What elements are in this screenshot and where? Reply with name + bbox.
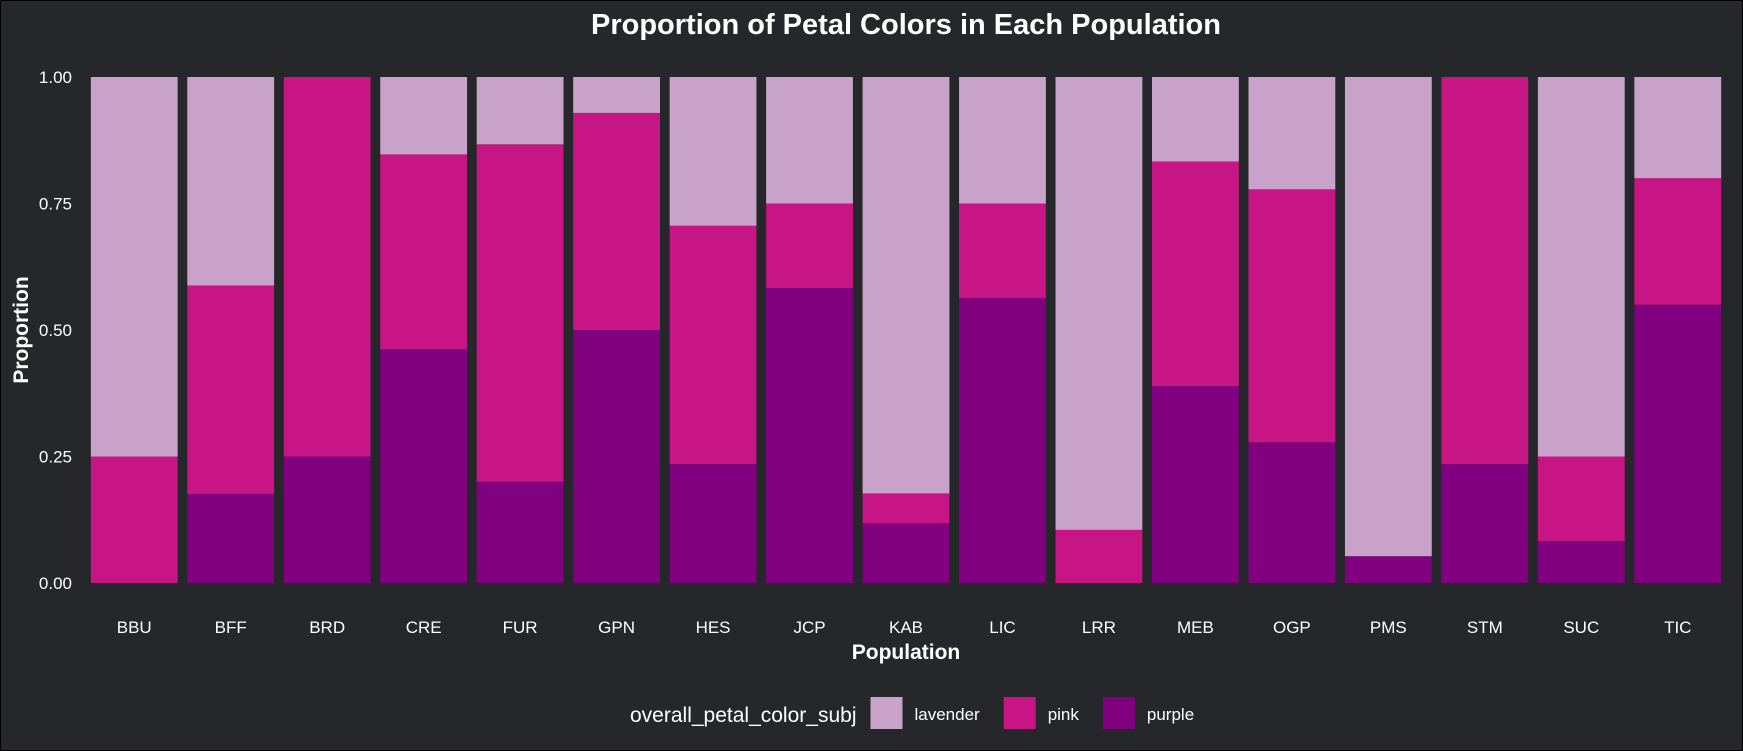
y-axis-title: Proportion <box>10 276 33 383</box>
bar-segment-jcp-purple <box>766 288 853 583</box>
legend-label-lavender: lavender <box>914 705 980 724</box>
bar-segment-cre-purple <box>380 349 468 583</box>
bar-segment-tic-lavender <box>1634 77 1722 179</box>
bar-segment-pms-purple <box>1344 556 1432 583</box>
bar-segment-stm-purple <box>1441 464 1529 583</box>
bar-segment-lic-lavender <box>959 77 1046 204</box>
bar-segment-ogp-lavender <box>1248 77 1336 190</box>
legend-title: overall_petal_color_subj <box>630 704 856 727</box>
bar-segment-ogp-pink <box>1248 189 1336 443</box>
x-tick-label: MEB <box>1177 618 1214 637</box>
bar-segment-stm-pink <box>1441 77 1529 465</box>
bar-segment-bff-purple <box>187 493 275 583</box>
bar-segment-cre-lavender <box>380 77 468 155</box>
x-axis-title: Population <box>852 641 961 664</box>
x-tick-label: TIC <box>1664 618 1691 637</box>
x-tick-label: LRR <box>1082 618 1116 637</box>
y-tick-label: 0.25 <box>39 448 72 467</box>
legend-swatch-pink <box>1003 697 1036 729</box>
bar-segment-brd-pink <box>283 77 371 457</box>
bar-segment-kab-purple <box>862 523 950 583</box>
x-tick-label: HES <box>696 618 731 637</box>
bar-segment-fur-pink <box>476 144 564 482</box>
bar-segment-suc-purple <box>1537 541 1625 583</box>
x-tick-label: OGP <box>1273 618 1311 637</box>
legend-label-pink: pink <box>1048 705 1080 724</box>
bar-segment-meb-lavender <box>1152 77 1239 162</box>
legend-swatch-purple <box>1102 697 1135 729</box>
x-tick-label: BFF <box>215 618 247 637</box>
x-tick-label: STM <box>1467 618 1503 637</box>
bar-segment-gpn-purple <box>573 330 660 583</box>
legend: overall_petal_color_subj lavender pink pur… <box>630 697 1194 729</box>
y-tick-label: 0.75 <box>39 195 72 214</box>
bar-segment-lrr-pink <box>1055 529 1143 583</box>
x-axis: BBU BFF BRD CRE FUR GPN HES JCP KAB LIC LRR MEB OGP P… <box>117 618 1692 637</box>
bar-segment-pms-lavender <box>1344 77 1432 557</box>
x-tick-label: JCP <box>793 618 825 637</box>
bar-segment-ogp-purple <box>1248 442 1336 583</box>
legend-label-purple: purple <box>1147 705 1194 724</box>
bar-segment-meb-pink <box>1152 161 1239 387</box>
bar-segment-meb-purple <box>1152 386 1239 583</box>
x-tick-label: PMS <box>1370 618 1407 637</box>
x-tick-label: KAB <box>889 618 923 637</box>
bar-segment-gpn-lavender <box>573 77 660 113</box>
bar-segment-fur-purple <box>476 481 564 583</box>
chart-title: Proportion of Petal Colors in Each Popul… <box>591 9 1221 41</box>
bar-segment-jcp-pink <box>766 203 853 289</box>
x-tick-label: LIC <box>989 618 1015 637</box>
bar-segment-hes-lavender <box>669 77 757 226</box>
bar-segment-bff-pink <box>187 285 275 494</box>
bar-segment-jcp-lavender <box>766 77 853 204</box>
bars-group <box>90 77 1722 583</box>
y-axis: 0.00 0.25 0.50 0.75 1.00 <box>39 68 72 593</box>
bar-segment-lic-pink <box>959 203 1046 299</box>
bar-segment-lrr-lavender <box>1055 77 1143 530</box>
bar-segment-bbu-lavender <box>90 77 178 457</box>
bar-segment-suc-pink <box>1537 456 1625 542</box>
bar-segment-kab-pink <box>862 493 950 524</box>
y-tick-label: 0.00 <box>39 574 72 593</box>
bar-segment-bbu-pink <box>90 456 178 583</box>
bar-segment-lic-purple <box>959 298 1046 583</box>
bar-segment-hes-pink <box>669 225 757 465</box>
bar-segment-brd-purple <box>283 456 371 583</box>
bar-segment-bff-lavender <box>187 77 275 286</box>
x-tick-label: GPN <box>598 618 635 637</box>
y-tick-label: 0.50 <box>39 321 72 340</box>
x-tick-label: SUC <box>1563 618 1599 637</box>
bar-segment-fur-lavender <box>476 77 564 145</box>
bar-segment-tic-purple <box>1634 304 1722 583</box>
x-tick-label: BRD <box>309 618 345 637</box>
bar-segment-hes-purple <box>669 464 757 583</box>
x-tick-label: CRE <box>406 618 442 637</box>
x-tick-label: BBU <box>117 618 152 637</box>
y-tick-label: 1.00 <box>39 68 72 87</box>
bar-segment-suc-lavender <box>1537 77 1625 457</box>
legend-swatch-lavender <box>870 697 903 729</box>
x-tick-label: FUR <box>503 618 538 637</box>
bar-segment-kab-lavender <box>862 77 950 494</box>
bar-segment-gpn-pink <box>573 112 660 331</box>
bar-segment-cre-pink <box>380 154 468 350</box>
bar-segment-tic-pink <box>1634 178 1722 305</box>
